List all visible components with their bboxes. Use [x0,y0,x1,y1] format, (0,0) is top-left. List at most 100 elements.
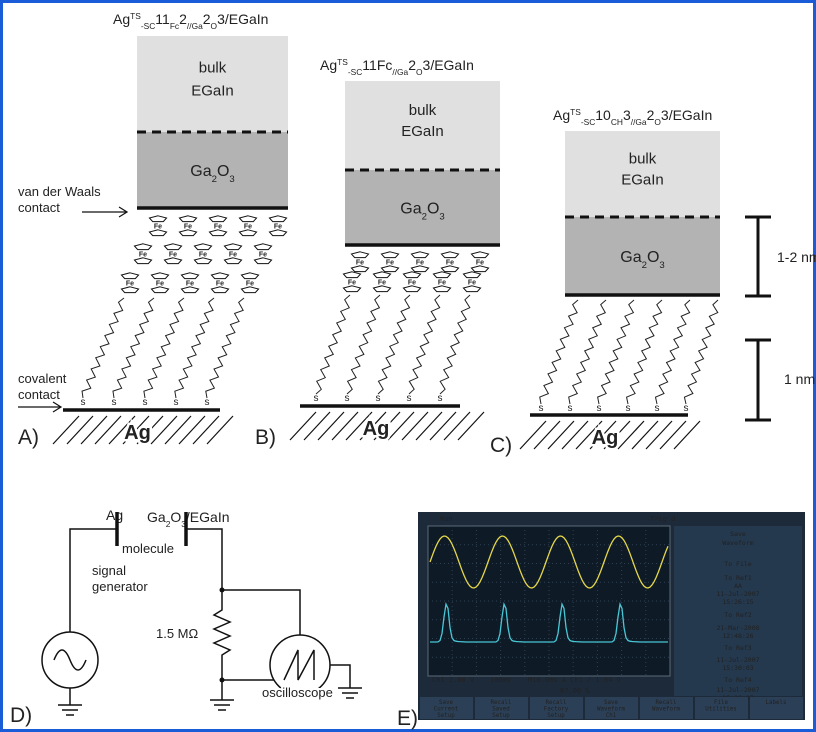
line [443,411,471,441]
cp-ring [342,271,362,279]
formula-part: 3 [623,107,631,123]
screen-text: Saved [492,707,509,713]
screen-text: Setup [547,713,565,719]
screen-text: Current [434,707,458,713]
screen-text: 21-Mar-2008 [716,624,759,632]
formula-part: /EGaIn [669,107,713,123]
line [359,411,387,441]
side-menu [674,526,802,696]
alkyl-chain [654,299,691,405]
soft-button [420,697,473,719]
formula-part: 2 [422,211,427,222]
cp-ring [180,272,200,280]
formula-part: O [416,67,423,77]
label: Fe [476,260,484,267]
soft-button [750,697,803,719]
screen-text: Recall [656,700,677,706]
cp-ring [208,229,228,237]
label: Fe [139,252,147,259]
line [415,411,443,441]
screen-text: 100mV [490,676,512,684]
label: bulk [409,102,437,119]
ch2-trace [430,601,669,643]
line [317,411,345,441]
soft-button [585,697,638,719]
cp-ring [470,251,490,259]
label: s [112,397,117,408]
formula-part: TS [570,107,581,117]
label: s [143,397,148,408]
soft-button [475,697,528,719]
label: s [684,403,689,414]
formula-part: O [654,117,661,127]
screen-text: Recall [491,700,512,706]
label: Fe [169,252,177,259]
label: signal [92,563,126,578]
cp-ring [120,286,140,294]
formula-part: 2 [408,57,416,73]
screen-text: 11-Jul-2007 [716,686,759,694]
arrow [18,401,63,413]
formula-part: Ga [190,163,211,180]
alkyl-chain [539,299,579,405]
label: Fe [214,224,222,231]
formula-part: Ag [320,57,337,73]
screen-text: M10.0ms A Ch1 ∕ 1.04 V [528,676,622,684]
bulk-egain [137,36,288,132]
label: Fe [244,224,252,231]
formula-part: 2 [166,519,171,529]
cp-ring [380,265,400,273]
label: Ag [592,427,619,449]
label: molecule [122,541,174,556]
formula-part: 3 [229,174,234,185]
screen-text: Setup [437,713,455,719]
label: Fe [468,280,476,287]
label: bulk [199,59,227,76]
formula-part: Ga [620,249,641,266]
alkyl-chain [568,299,607,405]
cp-ring [402,285,422,293]
cp-ring [350,251,370,259]
formula-part: 3 [661,107,669,123]
alkyl-chain [625,299,663,405]
label: Fe [184,224,192,231]
label: contact [18,387,60,402]
formula-part: 3 [659,260,664,271]
cp-ring [178,215,198,223]
line [401,411,429,441]
label: Fe [259,252,267,259]
line [631,420,659,450]
screen-text: To Ref4 [724,676,751,684]
formula-part: 2 [212,174,217,185]
oxide-layer [565,217,720,295]
label: EGaIn [191,83,234,100]
cp-ring [163,243,183,251]
label: Fe [386,260,394,267]
cp-ring [240,286,260,294]
label: Fe [156,281,164,288]
cp-ring [470,265,490,273]
formula-part: Ga [400,201,421,218]
label: EGaIn [621,171,664,188]
cp-ring [253,257,273,265]
formula-part: 2 [642,260,647,271]
screen-text: Recall [546,700,567,706]
wire [283,649,315,681]
screen-text: AA [734,582,742,590]
label: Fe [378,280,386,287]
label: Fe [126,281,134,288]
formula: Ga2O3 [400,201,444,223]
line [533,420,561,450]
cp-ring [372,285,392,293]
screen-text: Ch1 2.00 V [432,676,475,684]
wire [186,528,234,711]
line [66,415,94,445]
screen-text: 67.00 % [560,687,590,695]
label: Fe [408,280,416,287]
line [192,415,220,445]
formula: AgTS-SC11Fc2//Ga2O3/EGaIn [113,11,268,31]
cp-ring [238,215,258,223]
cp-ring [253,243,273,251]
formula-part: O [217,163,229,180]
